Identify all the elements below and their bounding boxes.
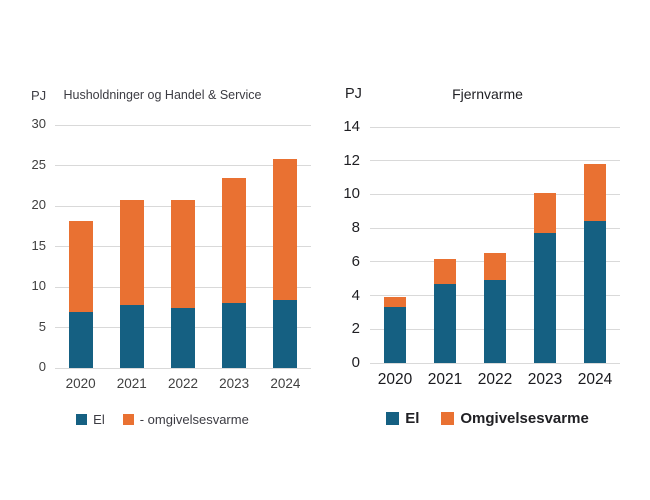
bar-segment-el-2023: [534, 233, 556, 363]
gridline: [370, 126, 620, 128]
chart-header: PJ Fjernvarme: [325, 86, 650, 106]
gridline: [370, 227, 620, 229]
y-axis-tick-label: 6: [351, 252, 360, 270]
bar-segment-el-2021: [119, 304, 144, 368]
bar-segment-omgivelsesvarme-2021: [434, 258, 456, 284]
x-axis-tick-label: 2022: [477, 371, 513, 388]
x-axis-tick-label: 2020: [377, 371, 413, 388]
bar-segment-el-2022: [484, 280, 506, 363]
x-axis-tick-label: 2020: [65, 376, 96, 391]
bar-segment-omgivelsesvarme-2022: [171, 199, 195, 309]
x-axis-tick-label: 2023: [527, 371, 563, 388]
bar-segment-el-2020: [384, 307, 406, 363]
legend-swatch: [122, 414, 134, 425]
legend: El - omgivelsesvarme: [0, 412, 325, 427]
y-axis-tick-label: 15: [31, 237, 46, 253]
bar-segment-el-2024: [273, 299, 298, 368]
legend-label: - omgivelsesvarme: [139, 412, 249, 427]
bar-segment-el-2024: [584, 221, 606, 363]
gridline: [55, 124, 311, 126]
gridline: [55, 367, 311, 369]
plot-area: 0 2 4 6 8 10 12 14 2020 2021 2022 2023 2024: [343, 118, 620, 388]
legend-swatch: [441, 412, 455, 425]
chart-title: Husholdninger og Handel & Service: [63, 88, 262, 102]
legend-item-el: El: [76, 412, 105, 427]
x-axis-tick-label: 2024: [577, 371, 613, 388]
legend-swatch: [76, 414, 88, 425]
x-axis-tick-label: 2021: [116, 376, 147, 391]
legend-item-el: El: [386, 410, 419, 427]
x-axis-tick-label: 2022: [167, 376, 199, 391]
x-axis-tick-label: 2023: [219, 376, 250, 391]
y-axis-tick-label: 10: [31, 278, 46, 293]
bar-segment-omgivelsesvarme-2020: [384, 297, 406, 308]
y-axis-tick-label: 10: [343, 185, 360, 203]
y-axis-tick-label: 4: [351, 286, 360, 304]
plot-area: 0 5 10 15 20 25 30 2020 2021 2022 2023 2024: [32, 116, 311, 391]
bar-segment-omgivelsesvarme-2022: [484, 253, 506, 281]
chart-title: Fjernvarme: [452, 86, 523, 102]
legend-label: El: [93, 412, 105, 427]
chart-fjernvarme: PJ Fjernvarme 0 2 4 6 8 10 12 14 2020 2021 2022 202…: [325, 80, 650, 480]
y-axis-tick-label: 12: [343, 151, 360, 169]
legend-label: Omgivelsesvarme: [460, 410, 589, 427]
y-axis-tick-label: 30: [31, 116, 46, 131]
y-axis-tick-label: 5: [38, 318, 46, 334]
y-axis-tick-label: 25: [31, 156, 46, 172]
legend-label: El: [405, 410, 420, 427]
y-axis-tick-label: 20: [31, 197, 46, 212]
y-axis-unit-label: PJ: [345, 86, 362, 102]
gridline: [370, 193, 620, 195]
y-axis-tick-label: 14: [343, 118, 360, 135]
x-axis-tick-label: 2021: [427, 371, 463, 388]
gridline: [370, 160, 620, 162]
bar-segment-omgivelsesvarme-2023: [534, 192, 556, 234]
bar-segment-omgivelsesvarme-2023: [222, 178, 247, 304]
bar-segment-el-2020: [68, 312, 93, 368]
y-axis-unit-label: PJ: [31, 88, 47, 103]
y-axis-tick-label: 0: [351, 354, 360, 371]
bar-segment-omgivelsesvarme-2020: [68, 220, 93, 313]
y-axis-tick-label: 0: [38, 359, 46, 374]
bar-segment-el-2022: [171, 308, 195, 368]
y-axis-tick-label: 8: [351, 219, 360, 237]
bar-segment-el-2023: [222, 303, 247, 368]
x-axis-tick-label: 2024: [270, 376, 301, 391]
chart-husholdninger: PJ Husholdninger og Handel & Service 0 5 1…: [0, 80, 325, 480]
gridline: [55, 165, 311, 166]
legend: El Omgivelsesvarme: [325, 410, 650, 427]
bar-segment-el-2021: [434, 283, 456, 363]
bar-segment-omgivelsesvarme-2024: [273, 159, 298, 300]
bar-segment-omgivelsesvarme-2021: [119, 199, 144, 305]
chart-header: PJ Husholdninger og Handel & Service: [0, 86, 325, 106]
bar-segment-omgivelsesvarme-2024: [584, 164, 606, 222]
legend-item-omgivelsesvarme: Omgivelsesvarme: [441, 410, 589, 427]
y-axis-tick-label: 2: [351, 320, 360, 338]
legend-item-omgivelsesvarme: - omgivelsesvarme: [122, 412, 249, 427]
legend-swatch: [386, 412, 400, 425]
gridline: [370, 362, 620, 364]
